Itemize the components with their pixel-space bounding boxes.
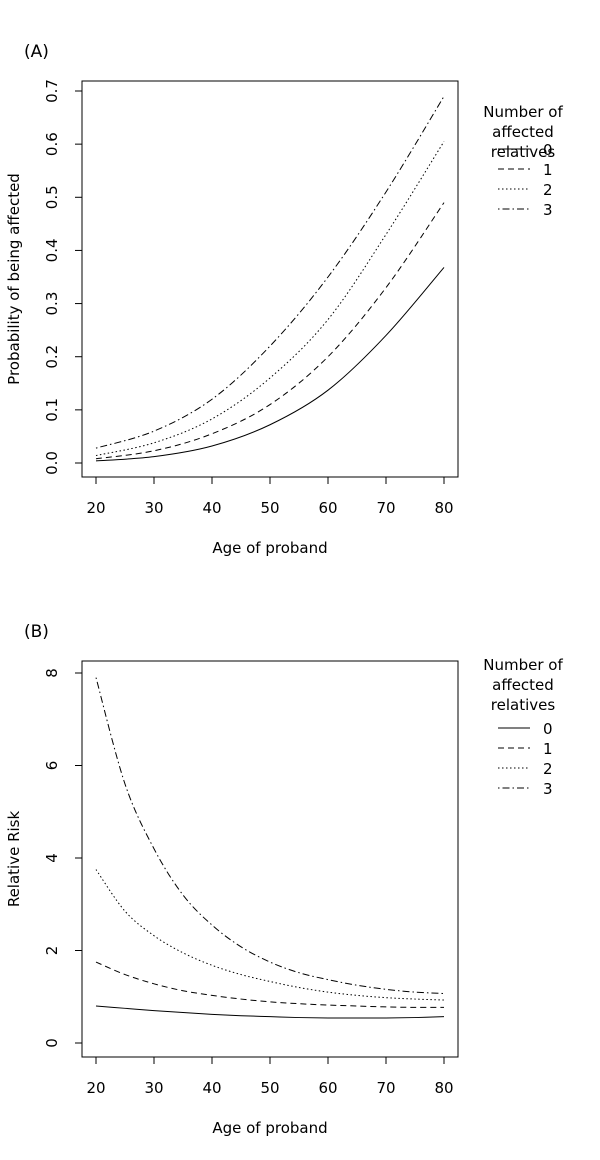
- panel-a-y-axis: 0.0 0.1 0.2 0.3 0.4 0.5 0.6 0.7: [43, 79, 82, 475]
- series-line-0: [95, 1005, 445, 1019]
- panel-b-legend-title-line1: Number of: [483, 656, 563, 674]
- y-tick-label: 4: [43, 853, 61, 863]
- panel-b-plot-box: [81, 660, 459, 1058]
- panel-a-series: [95, 96, 445, 462]
- series-line-1: [95, 202, 445, 460]
- x-tick-label: 30: [144, 499, 163, 517]
- legend-label-1: 1: [543, 161, 553, 179]
- panel-b-y-axis: 0 2 4 6 8: [43, 668, 82, 1048]
- series-line-3: [95, 96, 445, 449]
- panel-b-y-axis-title: Relative Risk: [5, 811, 23, 908]
- panel-b-x-axis-title: Age of proband: [212, 1119, 327, 1137]
- legend-label-3: 3: [543, 780, 553, 798]
- panel-a-legend-title-line1: Number of: [483, 103, 563, 121]
- y-tick-label: 0.1: [43, 398, 61, 422]
- x-tick-label: 60: [318, 1079, 337, 1097]
- panel-b-legend: Number of affected relatives 0 1 2 3: [483, 656, 563, 798]
- y-tick-label: 0.7: [43, 79, 61, 103]
- legend-label-3: 3: [543, 201, 553, 219]
- y-tick-label: 0.5: [43, 185, 61, 209]
- panel-b-label: (B): [24, 622, 49, 642]
- legend-label-0: 0: [543, 720, 553, 738]
- series-line-2: [95, 141, 445, 457]
- x-tick-label: 40: [202, 499, 221, 517]
- y-tick-label: 0.2: [43, 345, 61, 369]
- x-tick-label: 80: [434, 1079, 453, 1097]
- legend-label-2: 2: [543, 181, 553, 199]
- panel-a-label: (A): [24, 42, 49, 62]
- x-tick-label: 20: [86, 1079, 105, 1097]
- panel-a-x-axis: 20 30 40 50 60 70 80: [86, 477, 454, 517]
- y-tick-label: 6: [43, 761, 61, 771]
- y-tick-label: 0: [43, 1038, 61, 1048]
- y-tick-label: 0.4: [43, 238, 61, 262]
- y-tick-label: 0.6: [43, 132, 61, 156]
- legend-label-2: 2: [543, 760, 553, 778]
- panel-a-legend-title-line3: relatives: [491, 143, 556, 161]
- x-tick-label: 70: [376, 1079, 395, 1097]
- panel-a-plot-box: [81, 80, 459, 478]
- panel-b-series: [95, 677, 445, 1019]
- x-tick-label: 50: [260, 1079, 279, 1097]
- series-line-3: [95, 677, 445, 995]
- x-tick-label: 60: [318, 499, 337, 517]
- x-tick-label: 50: [260, 499, 279, 517]
- panel-a-legend-title-line2: affected: [492, 123, 554, 141]
- legend-label-1: 1: [543, 740, 553, 758]
- y-tick-label: 2: [43, 946, 61, 956]
- series-line-2: [95, 869, 445, 1001]
- legend-label-0: 0: [543, 141, 553, 159]
- y-tick-label: 0.3: [43, 292, 61, 316]
- panel-b-legend-entries: 0 1 2 3: [498, 720, 553, 798]
- panel-a-y-axis-title: Probability of being affected: [5, 173, 23, 385]
- y-tick-label: 8: [43, 668, 61, 678]
- x-tick-label: 20: [86, 499, 105, 517]
- panel-a: (A) 20 30 40 50 60 70 80 0.00.10.20.30.40.50.6…: [5, 42, 563, 557]
- panel-b-legend-title-line2: affected: [492, 676, 554, 694]
- x-tick-label: 80: [434, 499, 453, 517]
- x-tick-label: 30: [144, 1079, 163, 1097]
- x-tick-label: 40: [202, 1079, 221, 1097]
- series-line-1: [95, 961, 445, 1008]
- panel-a-legend: Number of affected relatives 0 1 2 3: [483, 103, 563, 219]
- y-tick-label: 0.0: [43, 451, 61, 475]
- x-tick-label: 70: [376, 499, 395, 517]
- panel-a-legend-entries: 0 1 2 3: [498, 141, 553, 219]
- series-line-0: [95, 267, 445, 462]
- panel-b-x-axis: 20 30 40 50 60 70 80: [86, 1057, 454, 1097]
- panel-b-legend-title-line3: relatives: [491, 696, 556, 714]
- panel-a-x-axis-title: Age of proband: [212, 539, 327, 557]
